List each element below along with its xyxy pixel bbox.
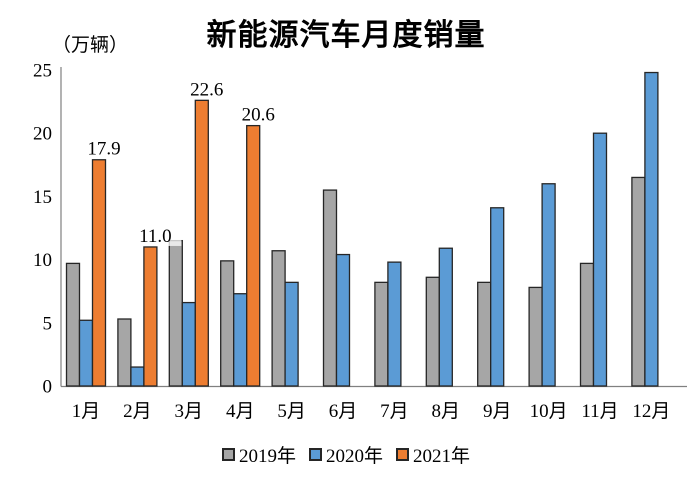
data-label-background [78,134,130,159]
x-axis-label: 12月 [632,401,670,422]
bar-2020年-4月 [233,293,248,387]
x-axis-label: 10月 [530,401,568,422]
bar-2019年-1月 [65,262,81,387]
x-axis-label: 7月 [380,401,409,422]
bar-2019年-11月 [579,262,595,387]
bar-2021年-2月 [143,246,158,387]
y-tick-label: 15 [33,187,52,208]
x-axis-label: 3月 [175,401,204,422]
bar-2019年-12月 [631,176,646,387]
bar-2020年-8月 [438,247,453,387]
y-tick-label: 10 [33,250,52,271]
bar-2020年-2月 [130,366,145,387]
legend-swatch [308,447,322,461]
data-label-background [129,221,182,246]
x-axis-label: 9月 [483,401,512,422]
x-axis-label: 6月 [329,401,358,422]
y-tick-label: 5 [43,313,53,334]
legend-label: 2020年 [325,445,383,467]
x-axis-label: 2月 [123,401,152,422]
chart-title: 新能源汽车月度销量 [206,19,486,52]
data-label: 22.6 [190,79,223,100]
bar-2021年-3月 [194,99,209,387]
x-axis-label: 4月 [226,401,255,422]
y-axis-unit-label: （万辆） [52,35,129,56]
bar-2019年-7月 [374,281,389,387]
y-tick-label: 20 [33,124,52,145]
data-label: 11.0 [139,226,172,247]
bar-2021年-1月 [91,159,107,387]
bar-2019年-6月 [322,189,338,387]
data-label-background [232,100,285,125]
x-axis-label: 11月 [581,401,618,422]
bar-2019年-2月 [117,318,132,387]
data-label: 17.9 [87,139,120,160]
x-axis-label: 5月 [277,401,306,422]
data-label-background [180,75,233,100]
bar-2019年-10月 [528,286,543,387]
legend-item-2019年: 2019年 [221,441,296,468]
y-tick-label: 0 [43,377,53,398]
y-tick-label: 25 [33,61,52,82]
bar-2019年-8月 [425,276,440,387]
legend-swatch [396,447,409,461]
bar-2019年-3月 [168,239,183,387]
bar-2019年-9月 [477,281,492,387]
legend-label: 2021年 [413,445,471,467]
bar-2019年-4月 [220,260,235,387]
bar-2020年-6月 [335,253,351,387]
bar-2020年-1月 [78,319,94,387]
x-axis-label: 1月 [72,401,101,422]
bar-2021年-4月 [246,124,261,387]
legend-swatch [221,447,235,461]
bar-2019年-5月 [271,250,286,387]
x-axis-label: 8月 [432,401,461,422]
legend-label: 2019年 [238,445,296,467]
legend-item-2020年: 2020年 [308,441,383,468]
bar-2020年-7月 [387,261,402,387]
bar-2020年-11月 [592,132,608,387]
bar-2020年-5月 [284,281,299,387]
bar-2020年-10月 [541,183,556,387]
bar-2020年-12月 [644,71,659,387]
legend-item-2021年: 2021年 [396,441,470,468]
bar-2020年-9月 [490,207,505,387]
bar-2020年-3月 [181,301,196,387]
data-label: 20.6 [242,105,275,126]
legend: 2019年 2020年 2021年 [0,441,692,468]
